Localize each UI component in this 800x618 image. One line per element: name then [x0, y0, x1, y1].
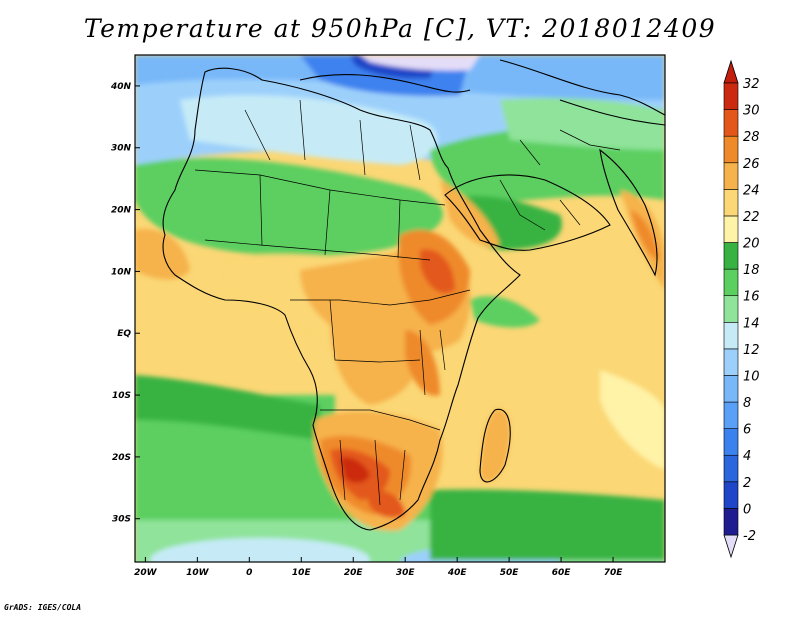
colorbar-label: 0	[743, 502, 751, 517]
lon-tick-label: 40E	[447, 568, 468, 578]
lon-tick-label: 30E	[396, 568, 416, 578]
colorbar-swatch	[723, 454, 739, 483]
colorbar-label: 32	[743, 77, 760, 92]
colorbar-swatch	[723, 82, 739, 110]
colorbar-swatch	[723, 268, 739, 297]
map-title: Temperature at 950hPa [C], VT: 201801240…	[83, 14, 717, 43]
colorbar-label: 16	[743, 290, 760, 305]
coastlines	[162, 59, 665, 531]
colorbar-label: 26	[743, 157, 760, 172]
colorbar-label: 18	[743, 263, 760, 278]
lat-tick-label: 10N	[111, 267, 132, 277]
lon-tick-label: 60E	[552, 568, 572, 578]
colorbar-swatch	[723, 348, 739, 376]
colorbar-swatch	[723, 242, 739, 270]
lat-tick-label: 20N	[111, 206, 132, 216]
lat-tick-label: 40N	[110, 82, 132, 92]
lat-tick-label: 10S	[112, 391, 131, 401]
colorbar-label: 4	[743, 449, 751, 464]
latitude-axis: 40N 30N 20N 10N EQ 10S 20S 30S	[110, 82, 140, 525]
colorbar-swatch	[723, 401, 739, 429]
colorbar-label: 10	[743, 369, 760, 384]
lon-tick-label: 20W	[134, 568, 158, 578]
lat-tick-label: 20S	[112, 453, 131, 463]
colorbar-label: 24	[743, 183, 760, 198]
map-frame	[134, 54, 666, 563]
colorbar-swatch	[723, 428, 739, 456]
colorbar-swatch	[723, 295, 739, 323]
colorbar-label: 8	[743, 396, 751, 411]
colorbar-swatch	[723, 215, 739, 243]
colorbar-swatch	[723, 508, 739, 536]
colorbar-swatch	[723, 375, 739, 403]
colorbar-swatch	[723, 481, 739, 509]
colorbar-swatch	[723, 321, 739, 350]
colorbar-under-triangle	[723, 534, 739, 559]
lon-tick-label: 20E	[344, 568, 364, 578]
colorbar-label: -2	[743, 529, 756, 544]
grads-credit: GrADS: IGES/COLA	[4, 603, 82, 612]
lon-tick-label: 50E	[500, 568, 520, 578]
colorbar-swatch	[723, 189, 739, 217]
colorbar-label: 6	[743, 423, 751, 438]
lat-tick-label: 30N	[111, 144, 132, 154]
colorbar-label: 20	[743, 237, 760, 252]
colorbar-swatch	[723, 109, 739, 137]
lon-tick-label: 70E	[604, 568, 624, 578]
colorbar-label: 12	[743, 343, 760, 358]
country-borders	[194, 99, 621, 506]
colorbar-label: 14	[743, 316, 760, 331]
lat-tick-label: 30S	[112, 515, 131, 525]
lon-tick-label: 10E	[292, 568, 312, 578]
lat-tick-label: EQ	[117, 329, 131, 339]
colorbar-label: 2	[743, 476, 751, 491]
colorbar-label: 30	[743, 104, 760, 119]
colorbar-swatch	[723, 162, 739, 190]
colorbar-swatch	[723, 135, 739, 164]
colorbar-label: 28	[743, 130, 760, 145]
temperature-field	[135, 55, 665, 562]
longitude-axis: 20W 10W 0 10E 20E 30E 40E 50E 60E 70E	[134, 557, 623, 578]
colorbar-over-triangle	[723, 59, 739, 84]
lon-tick-label: 0	[246, 568, 252, 578]
colorbar-label: 22	[743, 210, 760, 225]
lon-tick-label: 10W	[186, 568, 210, 578]
